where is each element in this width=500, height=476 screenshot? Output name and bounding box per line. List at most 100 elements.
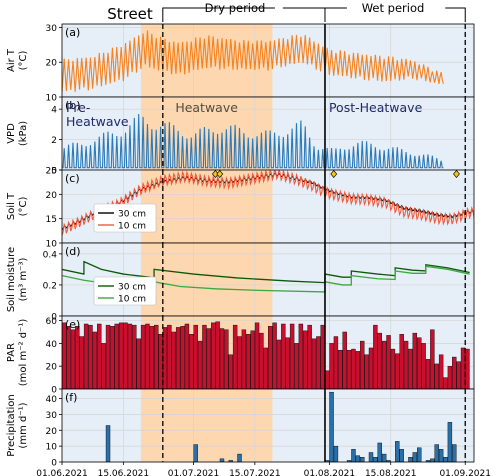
y-tick-label: 30	[46, 24, 58, 34]
bar	[189, 334, 193, 389]
bar	[255, 323, 259, 389]
panel-d: 0 0.2 0.4 Soil moisture (m³ m⁻³) (d) 30 cm 10 c…	[6, 243, 474, 323]
bar	[400, 449, 404, 462]
x-axis: 01.06.2021 15.06.2021 01.07.2021 15.07.2021…	[36, 469, 491, 476]
y-axis-label: (°C)	[18, 51, 29, 71]
bar	[417, 448, 421, 462]
bar	[264, 348, 268, 389]
bar	[417, 338, 421, 389]
y-axis-label: (mol m⁻² d⁻¹)	[18, 319, 29, 387]
bar	[132, 325, 136, 389]
bar	[216, 322, 220, 389]
panels: 102030Air T (°C)(a)024VPD (kPa)(b)Pre-Heat…	[6, 24, 474, 469]
bar	[167, 325, 171, 389]
top-annotations: Street Dry period Wet period	[107, 1, 465, 23]
dry-period-bracket	[283, 8, 325, 22]
bar	[281, 324, 285, 389]
y-tick-label: 30	[46, 411, 58, 421]
bar	[294, 343, 298, 389]
y-axis-label: Air T	[6, 48, 17, 72]
bar	[422, 343, 426, 389]
bar	[413, 333, 417, 389]
y-tick-label: 60	[46, 317, 58, 327]
y-tick-label: 20	[46, 363, 58, 373]
bar	[360, 457, 364, 462]
bar	[343, 332, 347, 389]
bar	[154, 325, 158, 389]
y-tick-label: 20	[46, 427, 58, 437]
panel-a: 102030Air T (°C)(a)	[6, 24, 474, 104]
y-tick-label: 40	[46, 340, 58, 350]
bar	[387, 335, 391, 389]
bar	[93, 332, 97, 389]
bar	[145, 324, 149, 389]
y-tick-label: 2	[51, 136, 57, 146]
panel-label: (a)	[65, 26, 80, 39]
post-heatwave-label: Post-Heatwave	[329, 100, 423, 115]
bar	[97, 324, 101, 389]
y-tick-label: 4	[51, 106, 57, 116]
bar	[207, 329, 211, 389]
bar	[115, 324, 119, 389]
bar	[277, 340, 281, 389]
y-tick-label: 25	[46, 167, 57, 177]
legend-label: 10 cm	[118, 295, 146, 305]
y-axis-label: VPD	[6, 123, 17, 144]
y-axis-label: (m³ m⁻³)	[18, 258, 29, 302]
bar	[365, 355, 369, 389]
bar	[106, 426, 110, 463]
bar	[71, 330, 75, 389]
bar	[413, 452, 417, 462]
y-axis-label: (kPa)	[18, 121, 29, 146]
bar	[373, 457, 377, 462]
bar	[75, 326, 79, 389]
bar	[220, 459, 224, 462]
street-label: Street	[107, 5, 153, 23]
legend-label: 30 cm	[118, 283, 146, 293]
y-tick-label: 0.2	[43, 281, 57, 291]
bar	[233, 325, 237, 389]
heatwave-band	[141, 389, 272, 462]
bar	[238, 454, 242, 462]
bar	[439, 449, 443, 462]
y-tick-label: 0	[51, 386, 57, 396]
bar	[452, 445, 456, 462]
y-axis-label: (mm d⁻¹)	[18, 402, 29, 448]
bar	[286, 338, 290, 389]
bar	[119, 323, 123, 389]
y-axis-label: (°C)	[18, 197, 29, 217]
bar	[373, 325, 377, 389]
bar	[185, 324, 189, 389]
panel-label: (f)	[65, 391, 77, 404]
bar	[137, 339, 141, 389]
bar	[303, 331, 307, 389]
bar	[360, 341, 364, 389]
bar	[238, 337, 242, 389]
bar	[378, 443, 382, 462]
bar	[444, 378, 448, 389]
bar	[273, 323, 277, 389]
panel-label: (e)	[65, 318, 80, 331]
heatwave-label: Heatwave	[175, 100, 238, 115]
bar	[62, 323, 66, 389]
pre-heatwave-label: Heatwave	[66, 114, 129, 129]
bar	[430, 330, 434, 389]
bar	[334, 337, 338, 389]
bar	[172, 332, 176, 389]
y-tick-label: 10	[46, 443, 58, 453]
bar	[202, 325, 206, 389]
bar	[334, 446, 338, 462]
bar	[316, 337, 320, 389]
bar	[426, 359, 430, 389]
bar	[246, 334, 250, 389]
bar	[242, 330, 246, 389]
y-tick-label: 10	[46, 240, 58, 250]
panel-e: 0204060PAR (mol m⁻² d⁻¹) (e)	[6, 316, 474, 396]
bar	[461, 348, 465, 389]
bar	[408, 349, 412, 389]
bar	[124, 323, 128, 389]
bar	[224, 330, 228, 389]
bar	[439, 355, 443, 389]
